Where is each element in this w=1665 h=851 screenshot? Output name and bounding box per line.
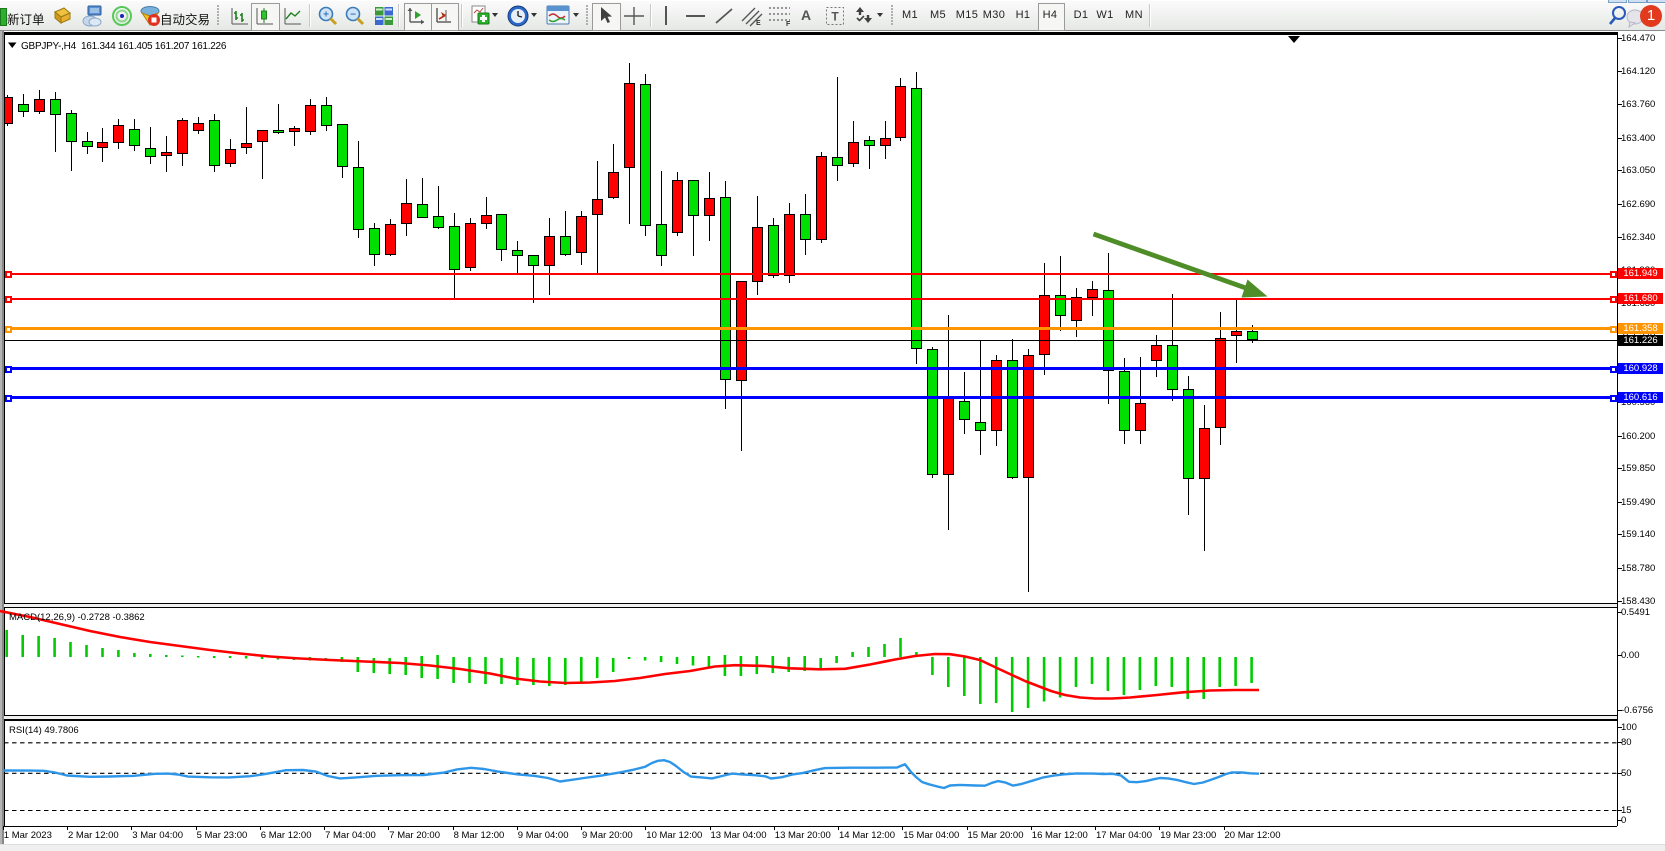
svg-text:T: T (831, 10, 839, 24)
svg-text:+: + (323, 10, 329, 21)
svg-text:E: E (756, 20, 761, 27)
svg-text:−: − (350, 10, 356, 21)
svg-text:F: F (786, 21, 791, 27)
